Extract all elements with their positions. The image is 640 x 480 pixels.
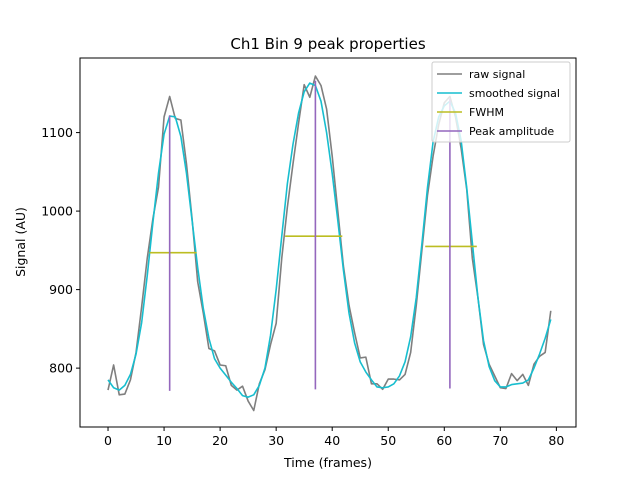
axes-frame	[79, 57, 577, 428]
legend-label: raw signal	[469, 68, 525, 81]
chart-title: Ch1 Bin 9 peak properties	[230, 35, 425, 53]
legend-label: smoothed signal	[469, 87, 560, 100]
x-tick-label: 30	[268, 433, 284, 448]
y-tick-label: 1100	[41, 125, 73, 140]
legend: raw signal smoothed signal FWHM Peak amplit…	[431, 61, 571, 143]
x-tick-label: 0	[104, 433, 112, 448]
x-tick-label: 10	[156, 433, 172, 448]
legend-label: FWHM	[469, 106, 504, 119]
x-tick-label: 60	[436, 433, 452, 448]
x-axis-title: Time (frames)	[283, 455, 372, 470]
y-tick-label: 900	[49, 282, 73, 297]
series-line-smoothed-signal	[107, 82, 552, 398]
y-tick-label: 1000	[41, 204, 73, 219]
x-tick-label: 50	[380, 433, 396, 448]
x-tick-label: 40	[324, 433, 340, 448]
axis-ticks: 0 10 20 30 40 50 60 70 80 800 900 1000 1100	[41, 125, 564, 448]
legend-label: Peak amplitude	[469, 125, 554, 138]
y-tick-label: 800	[49, 361, 73, 376]
y-axis-title: Signal (AU)	[13, 207, 28, 277]
x-tick-label: 20	[212, 433, 228, 448]
x-tick-label: 70	[492, 433, 508, 448]
legend-box	[431, 61, 571, 143]
x-tick-label: 80	[548, 433, 564, 448]
plot-area	[107, 75, 552, 412]
